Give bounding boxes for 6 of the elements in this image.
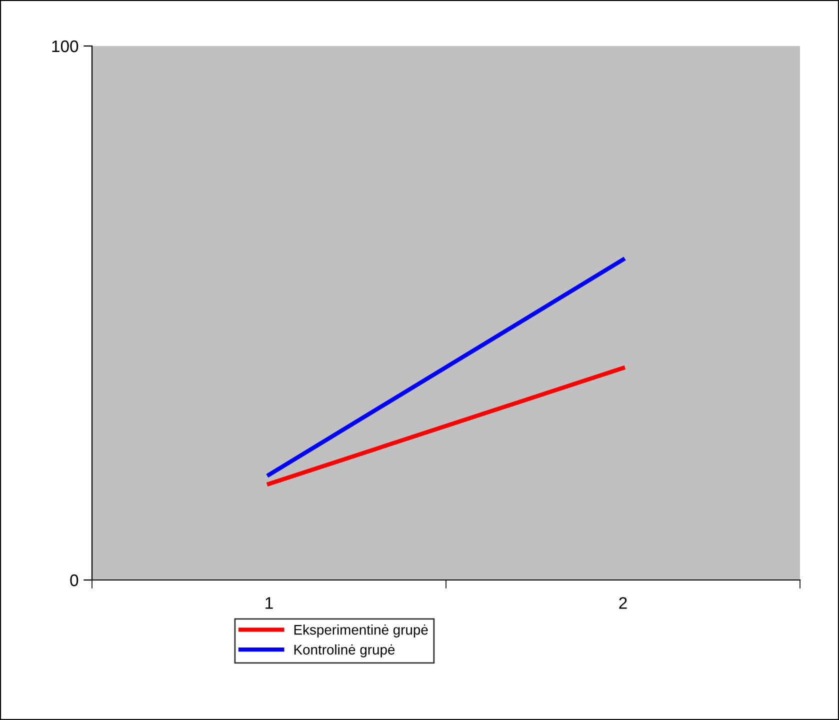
legend-label: Kontrolinė grupė: [294, 644, 395, 658]
y-tick-label: 0: [70, 574, 78, 586]
y-tick-label: 100: [52, 40, 78, 52]
legend-label: Eksperimentinė grupė: [294, 624, 428, 638]
x-tick-label: 1: [266, 597, 273, 609]
x-tick-label: 2: [619, 597, 627, 609]
